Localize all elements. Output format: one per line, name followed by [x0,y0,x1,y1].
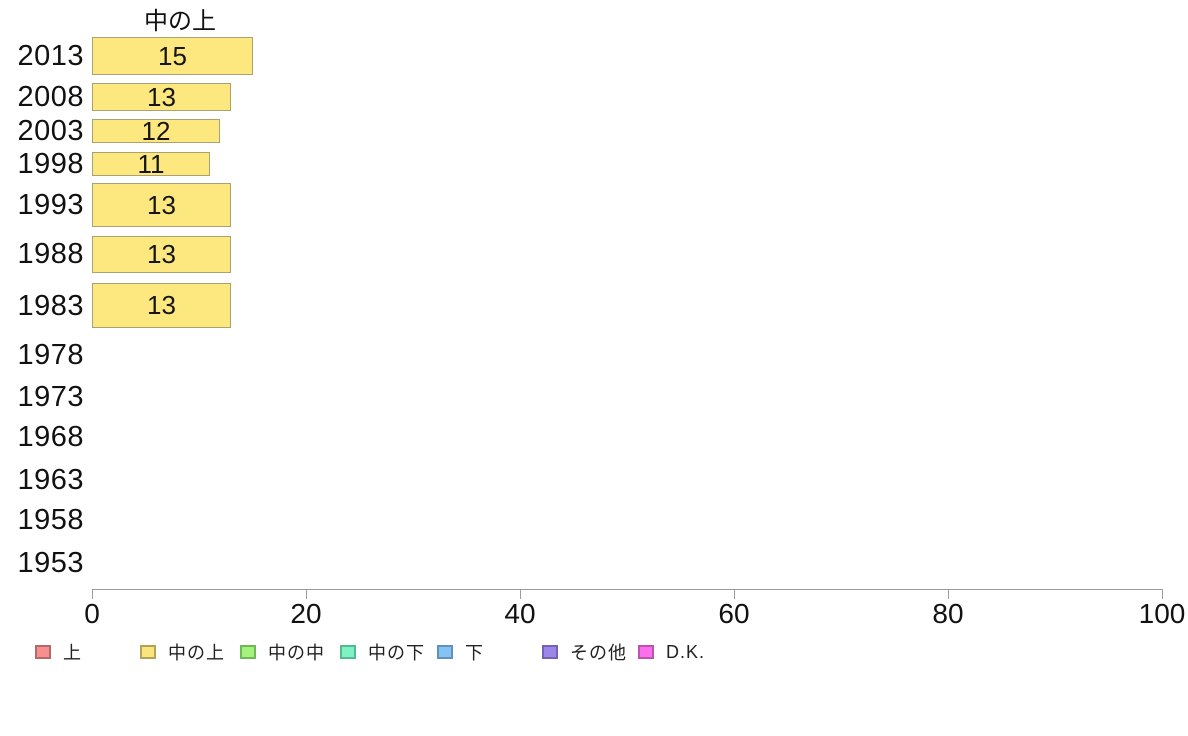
legend-label: 中の上 [168,643,225,663]
x-axis-tick [948,589,949,599]
y-axis-category-label: 2008 [17,81,84,113]
bar: 13 [92,183,231,227]
bar-value-label: 15 [158,40,187,71]
legend-label: 上 [63,643,82,663]
bar-value-label: 12 [141,115,171,146]
x-axis-tick-label: 0 [84,598,100,629]
legend-swatch [140,645,156,659]
legend-swatch [340,645,356,659]
y-axis-category-label: 2003 [17,115,84,147]
legend-swatch [437,645,453,659]
legend-swatch [542,645,558,659]
legend-swatch [638,645,654,659]
legend-item: D.K. [638,641,706,662]
legend-item: 中の下 [340,643,425,663]
x-axis-tick-label: 80 [932,598,964,629]
y-axis-category-label: 1978 [17,339,84,371]
y-axis-category-label: 2013 [17,40,84,72]
legend-label: 下 [465,643,484,663]
bar: 15 [92,37,253,75]
legend-label: その他 [570,643,627,663]
legend-label: 中の中 [268,643,325,663]
y-axis-category-label: 1998 [17,148,84,180]
bar-value-label: 13 [147,290,176,320]
y-axis-category-label: 1963 [17,464,84,496]
x-axis-tick-label: 60 [718,598,750,629]
chart-title: 中の上 [144,8,216,35]
bar: 13 [92,283,231,328]
x-axis-tick-label: 100 [1138,598,1186,629]
x-axis-line [92,589,1162,590]
legend-item: 下 [437,643,484,663]
y-axis-category-label: 1988 [17,238,84,270]
legend-label: 中の下 [368,643,425,663]
x-axis-tick [734,589,735,599]
legend-swatch [240,645,256,659]
y-axis-category-label: 1953 [17,547,84,579]
y-axis-category-label: 1968 [17,421,84,453]
bar: 12 [92,116,220,146]
x-axis-tick [520,589,521,599]
bar-value-label: 13 [147,239,176,269]
bar: 11 [92,149,210,179]
y-axis-category-label: 1993 [17,189,84,221]
x-axis-tick [306,589,307,599]
bar: 13 [92,81,231,112]
y-axis-category-label: 1973 [17,381,84,413]
legend-item: 中の中 [240,643,325,663]
bar-value-label: 13 [147,81,176,112]
y-axis-category-label: 1983 [17,290,84,322]
bar-value-label: 13 [147,189,176,220]
legend-item: その他 [542,643,627,663]
y-axis-category-label: 1958 [17,504,84,536]
legend-label: D.K. [666,641,706,662]
legend-item: 上 [35,643,82,663]
x-axis-tick-label: 40 [504,598,536,629]
bar-value-label: 11 [137,148,165,179]
legend-item: 中の上 [140,643,225,663]
x-axis-tick-label: 20 [290,598,322,629]
legend-swatch [35,645,51,659]
bar: 13 [92,236,231,273]
x-axis-tick [1162,589,1163,599]
x-axis-tick [92,589,93,599]
